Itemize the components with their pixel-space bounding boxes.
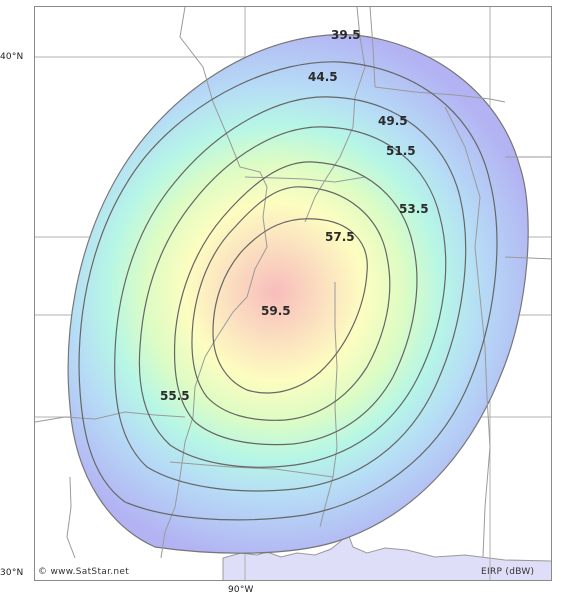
contour-label-57-5: 57.5 <box>325 230 355 244</box>
contour-line-51-5 <box>138 126 447 468</box>
contour-label-59-5: 59.5 <box>261 304 291 318</box>
contour-label-53-5: 53.5 <box>399 202 429 216</box>
contour-lines <box>78 61 498 521</box>
lat-label-40n: 40°N <box>0 52 24 62</box>
gulf-water <box>222 529 551 580</box>
state-borders <box>35 7 551 559</box>
lon-label-90w: 90°W <box>228 585 254 595</box>
contour-label-44-5: 44.5 <box>308 70 338 84</box>
beam-coverage <box>67 34 529 554</box>
contour-line-49-5 <box>114 96 467 492</box>
contour-line-44-5 <box>78 61 498 521</box>
contour-line-57-5 <box>212 218 368 394</box>
contour-label-55-5: 55.5 <box>160 389 190 403</box>
contour-label-39-5: 39.5 <box>331 28 361 42</box>
contour-label-51-5: 51.5 <box>386 144 416 158</box>
eirp-coverage-map: 39.5 44.5 49.5 51.5 53.5 55.5 57.5 59.5 <box>34 6 552 581</box>
map-canvas: 39.5 44.5 49.5 51.5 53.5 55.5 57.5 59.5 <box>35 7 551 580</box>
contour-line-55-5 <box>191 186 391 421</box>
contour-line-53-5 <box>173 161 418 446</box>
copyright-text: © www.SatStar.net <box>38 567 130 577</box>
units-label: EIRP (dBW) <box>481 567 535 577</box>
lat-label-30n: 30°N <box>0 568 24 578</box>
contour-label-49-5: 49.5 <box>378 114 408 128</box>
